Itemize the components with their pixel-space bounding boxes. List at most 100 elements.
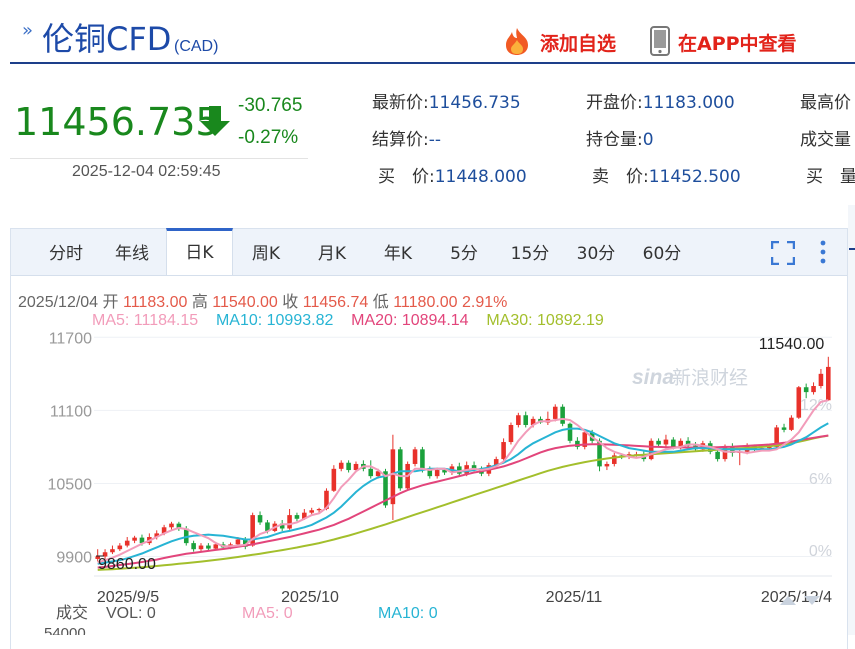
candle-body	[567, 423, 573, 441]
tab-yearly-k[interactable]: 年K	[383, 244, 413, 264]
more-menu-icon[interactable]	[817, 239, 829, 267]
candle-body	[324, 490, 329, 510]
candle-body	[597, 440, 602, 467]
y-tick-label: 11100	[50, 403, 92, 420]
instrument-code: (CAD)	[174, 38, 219, 55]
candle-body	[656, 440, 661, 445]
field-value: 11183.000	[642, 93, 735, 113]
candle-body	[678, 440, 683, 447]
chart-panel: 分时 年线 日K 周K 月K 年K 5分 15分 30分 60分	[10, 228, 848, 649]
info-open: 11183.00	[123, 294, 188, 311]
tab-weekly-k[interactable]: 周K	[251, 244, 281, 264]
candle-body	[154, 533, 160, 538]
x-tick-label: 2025/9/5	[97, 589, 159, 606]
field-value: --	[428, 130, 442, 150]
field-high: 最高价	[800, 88, 851, 113]
extreme-labels: 11540.00 9860.00	[96, 336, 824, 573]
candle-body	[560, 406, 565, 424]
candle-body	[213, 544, 219, 549]
candle-body	[368, 468, 374, 477]
last-price: 11456.735	[14, 100, 220, 144]
chart-grid	[94, 336, 832, 577]
ma-legend: MA5: 11184.15 MA10: 10993.82 MA20: 10894…	[92, 312, 604, 330]
candle-body	[235, 539, 241, 545]
field-label: 持仓量:	[586, 130, 643, 150]
candle-body	[818, 373, 824, 387]
add-favorite-label: 添加自选	[540, 33, 617, 55]
legend-ma5: MA5: 11184.15	[92, 312, 199, 329]
tab-5min[interactable]: 5分	[450, 244, 478, 264]
candle-body	[176, 523, 182, 529]
candle-body	[685, 440, 691, 446]
x-tick-label: 2025/11	[546, 589, 603, 606]
candle-body	[390, 449, 396, 505]
info-date: 2025/12/04	[18, 294, 99, 311]
candle-body	[530, 418, 536, 425]
max-price-label: 11540.00	[759, 336, 825, 353]
ma10-line	[97, 422, 829, 565]
candle-body	[169, 523, 174, 528]
tab-15min[interactable]: 15分	[510, 244, 550, 264]
candle-body	[397, 449, 403, 489]
candle-body	[243, 539, 248, 547]
info-close: 11456.74	[302, 294, 369, 311]
instrument-title: 伦铜CFD	[42, 20, 172, 58]
scroll-down-icon[interactable]	[804, 596, 820, 605]
tab-30min[interactable]: 30分	[576, 244, 616, 264]
candle-body	[781, 427, 787, 430]
candle-body	[132, 537, 137, 541]
candle-body	[671, 439, 676, 447]
field-bid: 买 价:11448.000	[378, 162, 527, 187]
candle-body	[826, 366, 831, 401]
volume-info: 成交 VOL: 0 MA5: 0 MA10: 0 54000	[44, 596, 820, 635]
field-bid-volume: 买 量	[806, 162, 855, 187]
candle-body	[110, 549, 115, 553]
tab-timeshare[interactable]: 分时	[49, 244, 83, 264]
candle-body	[294, 515, 300, 519]
candle-body	[331, 468, 337, 491]
candle-body	[796, 387, 802, 418]
candle-body	[582, 432, 588, 447]
candle-body	[811, 386, 816, 393]
candle-body	[493, 459, 499, 466]
volume-value: VOL: 0	[106, 605, 156, 622]
candle-body	[309, 510, 314, 513]
legend-ma30: MA30: 10892.19	[486, 312, 604, 329]
candle-body	[302, 512, 307, 519]
volume-top-tick: 54000	[44, 625, 86, 635]
price-change: -30.765	[238, 95, 303, 116]
tab-monthly-k[interactable]: 月K	[317, 244, 347, 264]
candle-body	[789, 417, 794, 430]
candle-body	[124, 540, 130, 546]
price-change-percent: -0.27%	[238, 127, 299, 148]
candle-body	[161, 527, 167, 534]
y-tick-label: 11700	[49, 330, 92, 347]
field-settlement: 结算价:--	[372, 125, 441, 150]
candle-info-line: 2025/12/04 开 11183.00 高 11540.00 收 11456…	[18, 288, 507, 312]
tab-daily-k[interactable]: 日K	[166, 228, 233, 275]
field-label: 买 量	[806, 167, 855, 187]
candle-body	[648, 440, 654, 460]
fullscreen-icon[interactable]	[771, 241, 795, 265]
field-label: 最新价:	[372, 93, 429, 113]
candle-body	[766, 446, 772, 449]
tab-60min[interactable]: 60分	[642, 244, 682, 264]
candle-body	[117, 545, 123, 550]
info-low-label: 低	[372, 294, 389, 311]
quote-timestamp: 2025-12-04 02:59:45	[72, 163, 221, 180]
candle-body	[191, 543, 196, 550]
candle-body	[375, 471, 381, 477]
candle-body	[523, 415, 529, 425]
volume-label: 成交	[56, 604, 88, 622]
scroll-up-icon[interactable]	[780, 596, 796, 605]
view-in-app-label: 在APP中查看	[678, 33, 797, 55]
candle-body	[722, 446, 728, 460]
candle-body	[552, 406, 558, 419]
candle-body	[287, 515, 292, 529]
tab-yearline[interactable]: 年线	[115, 244, 149, 264]
field-label: 结算价:	[372, 130, 429, 150]
volume-ma10: MA10: 0	[378, 605, 438, 622]
pct-tick-label: 6%	[809, 471, 832, 488]
candle-body	[516, 415, 521, 425]
